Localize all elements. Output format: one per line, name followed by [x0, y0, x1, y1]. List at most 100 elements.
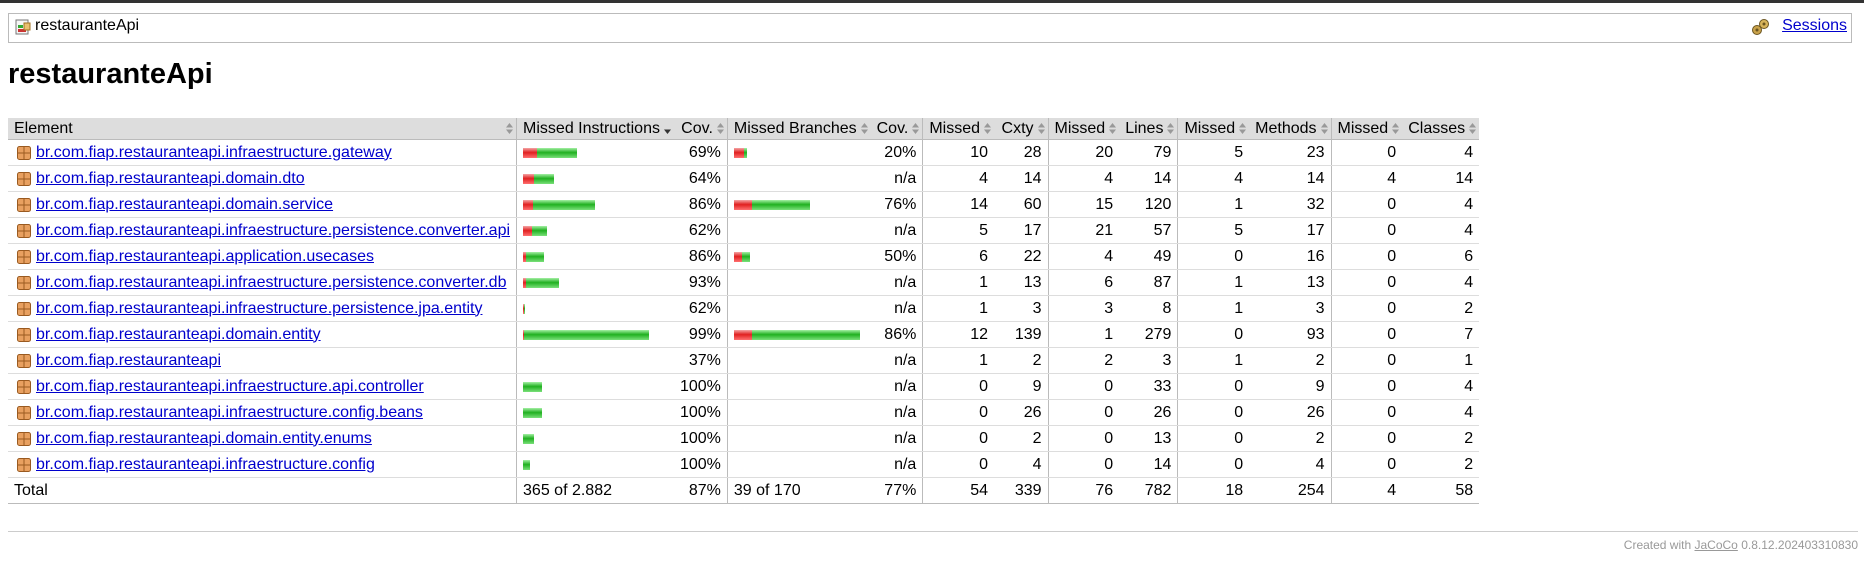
missed-complexity: 0 [922, 373, 995, 400]
package-link[interactable]: br.com.fiap.restauranteapi.domain.entity… [36, 429, 372, 447]
element-cell: br.com.fiap.restauranteapi.infraestructu… [8, 139, 518, 166]
sort-icon [860, 123, 868, 134]
header-classes[interactable]: Classes [1402, 118, 1480, 140]
total-classes: 58 [1402, 477, 1480, 504]
missed-complexity: 14 [922, 191, 995, 218]
sessions-link[interactable]: Sessions [1782, 17, 1847, 34]
package-icon [17, 431, 31, 446]
branches-bar-cell [727, 165, 871, 192]
element-cell: br.com.fiap.restauranteapi.domain.entity… [8, 425, 518, 452]
header-missed-complexity[interactable]: Missed [922, 118, 995, 140]
missed-complexity: 0 [922, 425, 995, 452]
table-row: br.com.fiap.restauranteapi.infraestructu… [8, 295, 1480, 322]
header-missed-classes[interactable]: Missed [1331, 118, 1403, 140]
header-branch-coverage[interactable]: Cov. [870, 118, 924, 140]
instructions-bar [523, 457, 531, 470]
complexity: 22 [994, 243, 1049, 270]
missed-methods: 1 [1177, 191, 1250, 218]
package-link[interactable]: br.com.fiap.restauranteapi.infraestructu… [36, 143, 392, 161]
methods: 93 [1249, 321, 1332, 348]
missed-classes: 0 [1331, 321, 1403, 348]
missed-classes: 0 [1331, 347, 1403, 374]
package-link[interactable]: br.com.fiap.restauranteapi.domain.dto [36, 169, 305, 187]
header-label: Missed [1054, 119, 1106, 137]
missed-lines: 20 [1048, 139, 1120, 166]
methods: 4 [1249, 451, 1332, 478]
missed-complexity: 10 [922, 139, 995, 166]
header-missed-methods[interactable]: Missed [1177, 118, 1250, 140]
instructions-bar-missed [523, 277, 527, 288]
methods: 9 [1249, 373, 1332, 400]
header-missed-branches[interactable]: Missed Branches [727, 118, 871, 140]
header-complexity[interactable]: Cxty [994, 118, 1049, 140]
methods: 17 [1249, 217, 1332, 244]
missed-methods: 0 [1177, 373, 1250, 400]
header-instruction-coverage[interactable]: Cov. [673, 118, 728, 140]
instruction-coverage: 100% [673, 451, 728, 478]
package-link[interactable]: br.com.fiap.restauranteapi.domain.entity [36, 325, 321, 343]
instruction-coverage: 100% [673, 425, 728, 452]
jacoco-link[interactable]: JaCoCo [1694, 538, 1738, 552]
table-row: br.com.fiap.restauranteapi.domain.entity… [8, 321, 1480, 348]
package-link[interactable]: br.com.fiap.restauranteapi.infraestructu… [36, 403, 423, 421]
instruction-coverage: 100% [673, 373, 728, 400]
sort-icon [1109, 123, 1117, 134]
missed-methods: 0 [1177, 451, 1250, 478]
classes: 6 [1402, 243, 1480, 270]
lines: 14 [1119, 165, 1179, 192]
instructions-bar-covered [523, 433, 535, 444]
complexity: 139 [994, 321, 1049, 348]
missed-classes: 0 [1331, 269, 1403, 296]
header-label: Missed Instructions [523, 119, 660, 137]
instructions-bar [523, 275, 560, 288]
package-link[interactable]: br.com.fiap.restauranteapi [36, 351, 221, 369]
complexity: 13 [994, 269, 1049, 296]
header-missed-instructions[interactable]: Missed Instructions [516, 118, 674, 140]
package-link[interactable]: br.com.fiap.restauranteapi.infraestructu… [36, 377, 424, 395]
package-icon [17, 145, 31, 160]
table-body: br.com.fiap.restauranteapi.infraestructu… [8, 139, 1480, 478]
package-icon [17, 171, 31, 186]
complexity: 28 [994, 139, 1049, 166]
instructions-bar-covered [533, 199, 596, 210]
missed-methods: 5 [1177, 217, 1250, 244]
branch-coverage: n/a [870, 165, 924, 192]
package-link[interactable]: br.com.fiap.restauranteapi.infraestructu… [36, 221, 511, 239]
lines: 3 [1119, 347, 1179, 374]
package-link[interactable]: br.com.fiap.restauranteapi.domain.servic… [36, 195, 334, 213]
element-cell: br.com.fiap.restauranteapi.application.u… [8, 243, 518, 270]
methods: 2 [1249, 347, 1332, 374]
element-cell: br.com.fiap.restauranteapi.domain.dto [8, 165, 518, 192]
header-label: Methods [1255, 119, 1317, 137]
package-link[interactable]: br.com.fiap.restauranteapi.infraestructu… [36, 299, 483, 317]
instructions-bar [523, 379, 543, 392]
header-element[interactable]: Element [8, 118, 518, 140]
instruction-coverage: 64% [673, 165, 728, 192]
header-label: Missed [929, 119, 981, 137]
package-link[interactable]: br.com.fiap.restauranteapi.infraestructu… [36, 455, 375, 473]
missed-lines: 2 [1048, 347, 1120, 374]
instruction-coverage: 69% [673, 139, 728, 166]
header-label: Element [14, 119, 73, 137]
missed-methods: 0 [1177, 321, 1250, 348]
package-link[interactable]: br.com.fiap.restauranteapi.infraestructu… [36, 273, 507, 291]
sessions-icon [1752, 19, 1769, 35]
instructions-bar-covered [532, 225, 548, 236]
header-missed-lines[interactable]: Missed [1048, 118, 1120, 140]
element-cell: br.com.fiap.restauranteapi.infraestructu… [8, 217, 518, 244]
header-methods[interactable]: Methods [1249, 118, 1332, 140]
lines: 33 [1119, 373, 1179, 400]
instruction-coverage: 86% [673, 243, 728, 270]
package-link[interactable]: br.com.fiap.restauranteapi.application.u… [36, 247, 374, 265]
branch-coverage: n/a [870, 399, 924, 426]
header-lines[interactable]: Lines [1119, 118, 1179, 140]
sort-icon [1392, 123, 1400, 134]
missed-classes: 0 [1331, 399, 1403, 426]
element-cell: br.com.fiap.restauranteapi.domain.entity [8, 321, 518, 348]
table-row: br.com.fiap.restauranteapi.application.u… [8, 243, 1480, 270]
total-missed-classes: 4 [1331, 477, 1403, 504]
missed-lines: 0 [1048, 373, 1120, 400]
footer-version: 0.8.12.202403310830 [1741, 538, 1858, 552]
instruction-coverage: 93% [673, 269, 728, 296]
missed-classes: 0 [1331, 373, 1403, 400]
